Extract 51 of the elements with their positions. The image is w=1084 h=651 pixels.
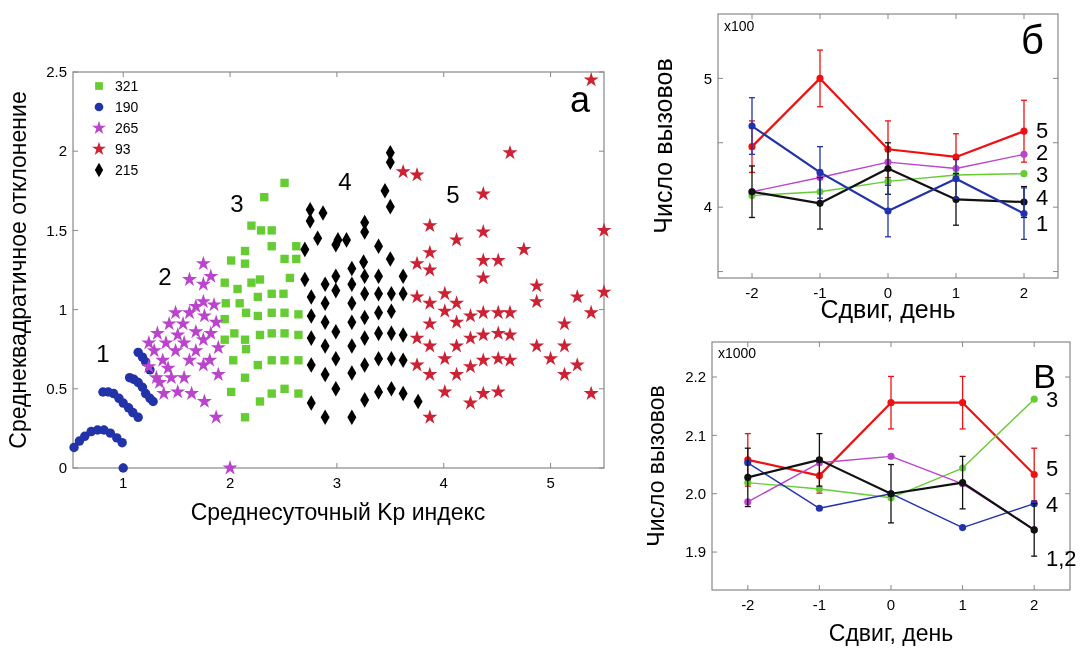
y-tick-label: 2	[58, 142, 67, 160]
y-tick-label: 2.1	[685, 426, 706, 444]
x-tick-label: 2	[1019, 284, 1029, 301]
y-tick-label: 1.5	[46, 221, 67, 239]
x-tick-label: 0	[886, 596, 896, 613]
annotation: 3	[230, 190, 244, 217]
legend-label: 190	[115, 98, 139, 115]
legend-label: 321	[115, 77, 139, 94]
y-tick-label: 4	[703, 198, 712, 216]
annotation: a	[569, 79, 591, 120]
y-tick-label: 1.9	[685, 543, 706, 561]
x-tick-label: 2	[1030, 596, 1039, 613]
x-tick-label: 5	[546, 474, 555, 491]
x-tick-label: 2	[225, 474, 235, 491]
x-axis-title: Сдвиг, день	[828, 620, 954, 646]
x-tick-label: 4	[439, 474, 448, 491]
x-tick-label: 3	[332, 474, 342, 491]
annotation: 5	[446, 181, 460, 208]
y-tick-label: 2.2	[685, 368, 706, 386]
annotation: 5	[1036, 118, 1049, 143]
y-tick-label: 2.0	[685, 484, 706, 502]
x-tick-label: 1	[119, 474, 128, 491]
x-tick-label: -2	[741, 596, 755, 613]
y-axis-title: Среднеквадратичное отклонение	[5, 91, 31, 449]
x-tick-label: -1	[812, 596, 827, 613]
annotation: б	[1021, 18, 1044, 62]
legend-label: 265	[115, 119, 139, 136]
x-tick-label: 1	[958, 596, 967, 613]
y-tick-label: 5	[703, 69, 712, 87]
y-tick-label: 2.5	[46, 63, 67, 81]
y-axis-title: Число вызовов	[649, 58, 677, 234]
annotation: 3	[1036, 162, 1049, 187]
x-tick-label: 0	[883, 284, 893, 301]
annotation: 1	[96, 340, 110, 367]
annotation: 2	[1036, 140, 1049, 165]
annotation: 1,2	[1046, 546, 1077, 571]
y-tick-label: 0	[58, 459, 67, 477]
annotation: 4	[1036, 185, 1049, 210]
annotation: x100	[724, 18, 755, 34]
y-tick-label: 0.5	[46, 380, 67, 398]
legend-label: 93	[115, 140, 131, 157]
y-axis-title: Число вызовов	[643, 385, 669, 547]
x-axis-title: Среднесуточный Kp индекс	[190, 499, 486, 525]
annotation: x1000	[718, 345, 757, 361]
x-tick-label: -2	[745, 284, 759, 301]
x-tick-label: 1	[951, 284, 961, 301]
annotation: 1	[1036, 211, 1049, 236]
legend-label: 215	[115, 161, 139, 178]
y-tick-label: 1	[58, 300, 67, 318]
annotation: 4	[338, 168, 352, 195]
annotation: 4	[1046, 492, 1059, 517]
